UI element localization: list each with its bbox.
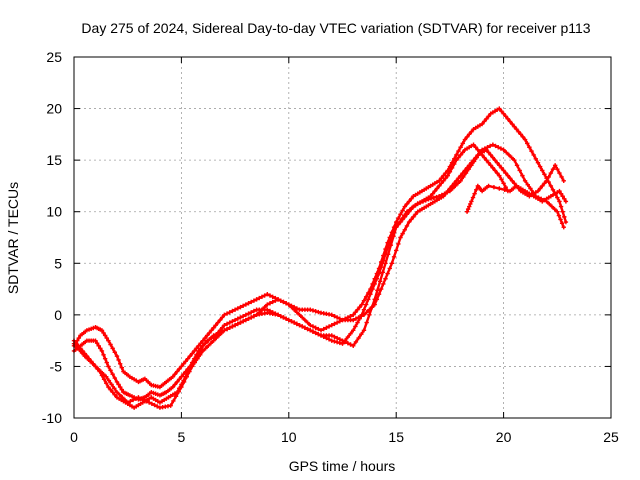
y-tick-label: -5 — [50, 358, 63, 374]
y-tick-label: -10 — [42, 410, 62, 426]
x-tick-label: 0 — [70, 429, 78, 445]
series-track-b — [71, 142, 511, 402]
series-line — [465, 184, 568, 213]
series-line — [72, 148, 565, 409]
y-tick-label: 0 — [54, 307, 62, 323]
y-tick-label: 5 — [54, 255, 62, 271]
chart-title: Day 275 of 2024, Sidereal Day-to-day VTE… — [81, 20, 590, 36]
x-tick-label: 25 — [603, 429, 619, 445]
grid-lines — [74, 57, 611, 418]
y-axis-label: SDTVAR / TECUs — [5, 182, 21, 294]
y-tick-label: 15 — [46, 152, 62, 168]
plot-frame — [73, 56, 612, 419]
series-line — [72, 107, 568, 389]
x-tick-label: 5 — [178, 429, 186, 445]
x-tick-label: 10 — [281, 429, 297, 445]
series-track-e — [464, 183, 569, 214]
x-axis-label: GPS time / hours — [289, 458, 396, 474]
series-line — [72, 143, 510, 401]
series-track-d — [71, 142, 566, 410]
y-tick-label: 25 — [46, 49, 62, 65]
axis-ticks: 0 5 10 15 20 25 -10 -5 0 5 10 15 20 25 — [42, 49, 619, 445]
y-tick-label: 20 — [46, 101, 62, 117]
data-series — [71, 106, 569, 410]
x-tick-label: 20 — [496, 429, 512, 445]
series-track-a — [71, 106, 569, 390]
series-line — [72, 143, 565, 409]
y-tick-label: 10 — [46, 204, 62, 220]
x-tick-label: 15 — [388, 429, 404, 445]
